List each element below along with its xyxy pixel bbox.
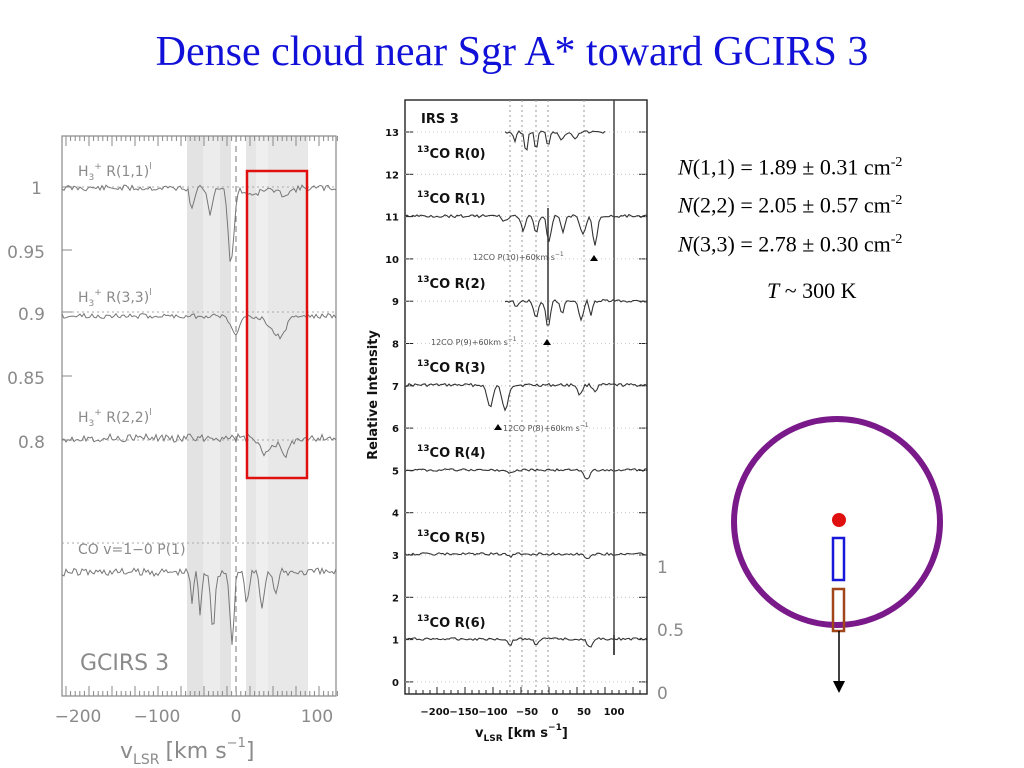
line-label-r2: 13CO R(2) — [417, 275, 486, 292]
trace-r4 — [404, 468, 647, 480]
y-tick-label: 11 — [385, 213, 399, 224]
annotation-p10: 12CO P(10)+60km s−1 — [473, 251, 564, 262]
column-density-11: N(1,1) = 1.89 ± 0.31 cm-2 — [678, 154, 903, 180]
y-tick-label: 0 — [392, 678, 399, 689]
column-density-33: N(3,3) = 2.78 ± 0.30 cm-2 — [678, 230, 903, 256]
annotation-marker-p10 — [590, 255, 598, 261]
x-tick-label: −50 — [516, 707, 538, 718]
near-cloud-rect — [831, 536, 846, 582]
shading-band — [268, 136, 308, 696]
y-tick-label: 6 — [392, 424, 399, 435]
temperature-label: T ~ 300 K — [767, 278, 857, 303]
y-tick-label: 0.85 — [7, 369, 45, 389]
co-spectrum-traces — [404, 130, 648, 655]
velocity-dotted-lines — [509, 100, 585, 694]
y-tick-label: 2 — [392, 593, 399, 604]
trace-r2 — [504, 298, 648, 326]
y-tick-label: 3 — [392, 551, 399, 562]
series-label-co: CO v=1−0 P(1) — [78, 542, 186, 558]
annotation-p9: 12CO P(9)+60km s−1 — [431, 336, 517, 347]
y-tick-label: 12 — [385, 170, 399, 181]
y-tick-label: 8 — [392, 340, 399, 351]
y-tick-label: 9 — [392, 297, 399, 308]
x-axis-label: vLSR [km s−1] — [120, 736, 254, 768]
shading-band — [220, 136, 231, 696]
x-tick-label: 50 — [577, 707, 591, 718]
trace-co — [61, 567, 337, 645]
y-tick-label: 0.9 — [18, 305, 45, 325]
line-label-r6: 13CO R(6) — [417, 614, 486, 631]
x-tick-label: −200 — [420, 707, 449, 718]
central-region-ring — [731, 416, 943, 628]
trace-r3 — [404, 382, 648, 412]
shading-band — [256, 136, 268, 696]
trace-r5 — [404, 551, 647, 560]
right-scale-label: 1 — [657, 558, 668, 578]
h3plus-spectra-figure: 1 0.95 0.9 0.85 0.8 −200 −100 0 100 vLSR… — [7, 135, 338, 768]
y-tick-label: 4 — [392, 509, 399, 520]
line-label-r4: 13CO R(4) — [417, 444, 486, 461]
trace-h3-22 — [61, 432, 337, 459]
mid-axis-ticks — [405, 131, 648, 694]
y-tick-label: 0.95 — [7, 243, 45, 263]
panel-header: IRS 3 — [421, 112, 459, 127]
y-tick-label: 0.8 — [18, 433, 45, 453]
line-label-r5: 13CO R(5) — [417, 529, 486, 546]
velocity-shading-bands — [187, 136, 308, 696]
right-scale-label: 0.5 — [657, 621, 684, 641]
trace-r6 — [404, 637, 648, 648]
co-spectra-figure: IRS 3 Relative Intensity 131211109876543… — [366, 99, 684, 744]
trace-r0 — [504, 130, 606, 152]
line-label-r3: 13CO R(3) — [417, 359, 486, 376]
y-tick-label: 10 — [385, 255, 399, 266]
y-tick-label: 5 — [392, 466, 399, 477]
line-label-r1: 13CO R(1) — [417, 190, 486, 207]
y-tick-label: 13 — [385, 128, 399, 139]
annotation-marker-p9 — [543, 339, 551, 345]
series-label-h3-22: H3+ R(2,2)l — [78, 408, 152, 429]
x-tick-label: 100 — [301, 707, 333, 727]
trace-h3-11 — [61, 184, 337, 262]
x-tick-label: −100 — [478, 707, 507, 718]
mid-plot-frame — [404, 99, 648, 695]
y-tick-label: 1 — [392, 636, 399, 647]
x-tick-label: 100 — [604, 707, 625, 718]
x-tick-label: 0 — [231, 707, 242, 727]
slide-title: Dense cloud near Sgr A* toward GCIRS 3 — [155, 29, 869, 75]
series-label-h3-11: H3+ R(1,1)l — [78, 162, 152, 183]
trace-h3-33 — [61, 312, 337, 340]
geometry-diagram — [731, 416, 943, 693]
y-tick-label: 1 — [31, 179, 42, 199]
right-scale-label: 0 — [657, 684, 668, 704]
sgr-a-star-dot — [832, 513, 846, 527]
left-axis-ticks — [62, 136, 338, 696]
line-label-r0: 13CO R(0) — [417, 145, 486, 162]
object-label: GCIRS 3 — [80, 651, 169, 676]
highlight-box — [245, 169, 309, 480]
x-tick-label: −150 — [449, 707, 478, 718]
trace-r1 — [404, 213, 648, 246]
x-axis-label: vLSR [km s−1] — [475, 723, 568, 744]
shading-band — [246, 136, 256, 696]
annotation-marker-p8 — [494, 424, 502, 430]
column-density-list: N(1,1) = 1.89 ± 0.31 cm-2 N(2,2) = 2.05 … — [678, 146, 902, 261]
annotation-p8: 12CO P(8)+60km s−1 — [503, 422, 589, 433]
x-tick-label: 0 — [552, 707, 559, 718]
series-label-h3-33: H3+ R(3,3)l — [78, 288, 152, 309]
x-tick-label: −200 — [55, 707, 102, 727]
x-tick-label: −100 — [134, 707, 181, 727]
column-density-22: N(2,2) = 2.05 ± 0.57 cm-2 — [678, 192, 903, 218]
y-tick-label: 7 — [392, 382, 399, 393]
shading-band — [187, 136, 203, 696]
spectrum-traces — [61, 184, 337, 645]
shading-band — [203, 136, 220, 696]
y-axis-label: Relative Intensity — [366, 330, 381, 460]
